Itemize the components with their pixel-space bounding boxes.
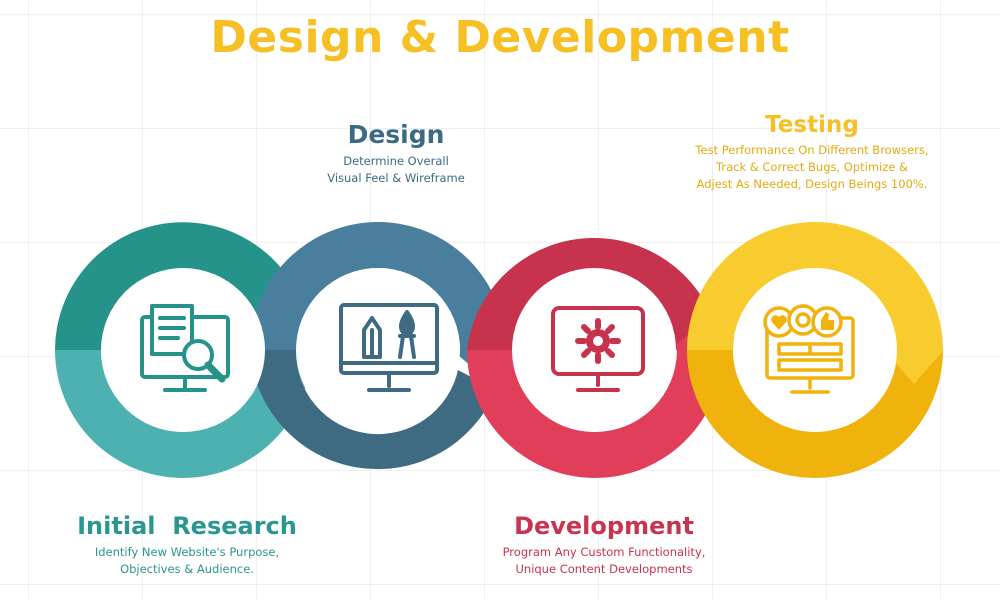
feedback-monitor-icon <box>763 304 855 394</box>
gear-monitor-icon <box>551 306 645 392</box>
stage-development-title: Development <box>514 512 694 540</box>
stage-research-title: Initial Research <box>77 512 297 540</box>
stage-research-text: Initial Research Identify New Website's … <box>72 512 302 578</box>
stage-research-line-1: Identify New Website's Purpose, <box>94 545 280 559</box>
stage-development-line-1: Program Any Custom Functionality, <box>502 545 706 559</box>
design-tools-monitor-icon <box>339 303 439 392</box>
page-title: Design & Development <box>210 12 790 63</box>
stage-testing-title: Testing <box>765 112 859 138</box>
stage-design-line-1: Determine Overall <box>343 154 449 168</box>
stage-testing-line-1: Test Performance On Different Browsers, <box>695 143 929 157</box>
stage-research-line-2: Objectives & Audience. <box>120 562 254 576</box>
stage-design-line-2: Visual Feel & Wireframe <box>327 171 465 185</box>
stage-design-text: Design Determine Overall Visual Feel & W… <box>296 120 496 187</box>
stage-testing-line-3: Adjest As Needed, Design Beings 100%. <box>696 177 928 191</box>
stage-testing-line-2: Track & Correct Bugs, Optimize & <box>716 160 908 174</box>
stage-design-title: Design <box>347 120 445 149</box>
research-monitor-icon <box>140 304 230 392</box>
ring-testing <box>687 222 944 478</box>
stage-testing-text: Testing Test Performance On Different Br… <box>682 112 942 193</box>
stage-development-text: Development Program Any Custom Functiona… <box>474 512 734 578</box>
stage-development-line-2: Unique Content Developments <box>515 562 693 576</box>
